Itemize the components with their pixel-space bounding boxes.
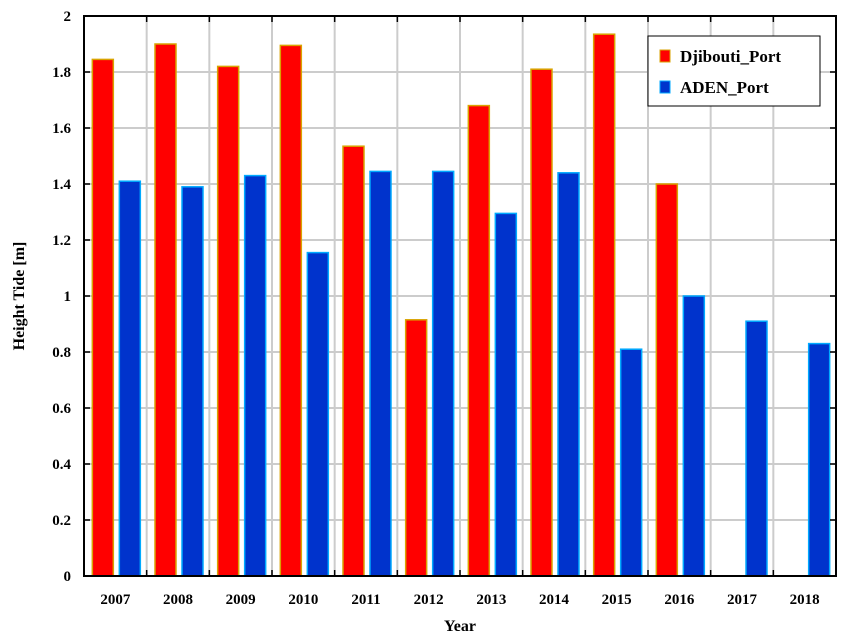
bar-aden-2012: [431, 170, 455, 577]
y-tick-label: 0.4: [52, 457, 71, 473]
bar-group-2018: [807, 342, 831, 577]
bar-aden-2011: [369, 170, 392, 577]
bar-djibouti-2012: [404, 319, 428, 577]
x-tick-label: 2017: [727, 592, 758, 608]
x-tick-label: 2014: [539, 592, 570, 608]
legend-swatch-djibouti: [659, 49, 671, 63]
bar-aden-2016: [682, 295, 706, 577]
bar-aden-2007: [118, 180, 142, 577]
x-tick-label: 2012: [414, 592, 444, 608]
bar-djibouti-2009: [216, 65, 240, 577]
bar-djibouti-2013: [467, 104, 491, 577]
axis-ticks: 0 0.2 0.4 0.6 0.8 1 1.2 1.4 1.6 1.8 2 2007 2008 2009 2…: [52, 9, 836, 608]
y-axis-title: Height Tide [m]: [11, 242, 28, 351]
bar-group-2011: [342, 145, 392, 577]
legend: Djibouti_Port ADEN_Port: [647, 35, 821, 107]
x-tick-label: 2009: [226, 592, 256, 608]
bar-djibouti-2008: [154, 43, 177, 577]
y-tick-label: 0.2: [52, 513, 71, 529]
y-tick-label: 2: [64, 9, 72, 25]
bar-aden-2008: [181, 186, 204, 577]
legend-swatch-aden: [659, 80, 671, 94]
bar-aden-2013: [494, 212, 518, 577]
bar-djibouti-2011: [342, 145, 365, 577]
bar-group-2010: [279, 44, 330, 577]
bar-aden-2018: [807, 342, 831, 577]
y-tick-label: 0.6: [52, 401, 71, 417]
bar-aden-2014: [557, 172, 580, 577]
legend-label-aden: ADEN_Port: [680, 78, 769, 97]
x-axis-title: Year: [444, 618, 476, 635]
bar-djibouti-2010: [279, 44, 303, 577]
bar-group-2016: [655, 183, 706, 577]
bar-aden-2009: [243, 174, 267, 577]
x-tick-label: 2013: [476, 592, 506, 608]
bar-groups: [91, 33, 831, 577]
x-tick-label: 2007: [100, 592, 131, 608]
bar-djibouti-2007: [91, 58, 115, 577]
x-tick-label: 2015: [602, 592, 632, 608]
bar-djibouti-2014: [530, 68, 553, 577]
bar-group-2007: [91, 58, 142, 577]
bar-group-2012: [404, 170, 455, 577]
bar-djibouti-2015: [592, 33, 616, 577]
bar-aden-2010: [306, 251, 330, 577]
bar-aden-2017: [745, 320, 768, 577]
y-tick-label: 1.2: [52, 233, 71, 249]
x-tick-label: 2018: [790, 592, 820, 608]
y-tick-label: 1.6: [52, 121, 71, 137]
y-tick-label: 0.8: [52, 345, 71, 361]
bar-group-2015: [592, 33, 643, 577]
bar-group-2009: [216, 65, 267, 577]
bar-group-2014: [530, 68, 580, 577]
y-tick-label: 1: [64, 289, 72, 305]
y-tick-label: 1.4: [52, 177, 71, 193]
bar-aden-2015: [619, 348, 643, 577]
x-tick-label: 2008: [163, 592, 193, 608]
bar-group-2013: [467, 104, 518, 577]
legend-label-djibouti: Djibouti_Port: [680, 47, 781, 66]
grid-lines: [84, 16, 836, 576]
bar-djibouti-2016: [655, 183, 679, 577]
x-tick-label: 2011: [351, 592, 380, 608]
y-tick-label: 0: [64, 569, 72, 585]
bar-group-2017: [745, 320, 768, 577]
bar-group-2008: [154, 43, 204, 577]
x-tick-label: 2016: [664, 592, 695, 608]
legend-box: [647, 35, 821, 107]
y-tick-label: 1.8: [52, 65, 71, 81]
x-tick-label: 2010: [288, 592, 318, 608]
